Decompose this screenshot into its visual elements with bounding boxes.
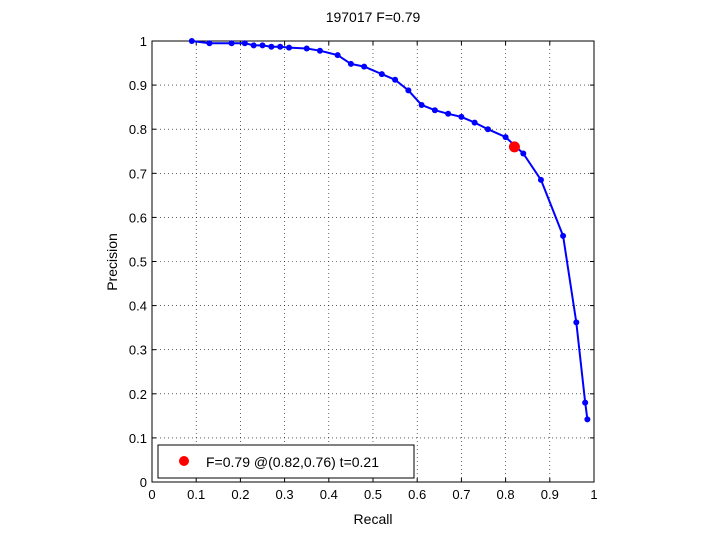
y-tick-label: 0 bbox=[140, 475, 147, 490]
data-point bbox=[582, 399, 589, 406]
data-point bbox=[502, 134, 509, 141]
data-point bbox=[378, 71, 385, 78]
data-point bbox=[250, 42, 257, 49]
data-point bbox=[268, 43, 275, 50]
data-point bbox=[431, 107, 438, 114]
data-point bbox=[418, 101, 425, 108]
data-point bbox=[471, 119, 478, 126]
data-point bbox=[361, 63, 368, 70]
grid-lines bbox=[152, 41, 594, 482]
y-tick-label: 0.3 bbox=[129, 343, 147, 358]
x-tick-label: 0.4 bbox=[320, 487, 338, 502]
data-point bbox=[277, 43, 284, 50]
x-tick-label: 0.1 bbox=[187, 487, 205, 502]
data-point bbox=[537, 176, 544, 183]
data-point bbox=[573, 319, 580, 326]
data-point bbox=[206, 40, 213, 47]
tick-labels: 0 0.1 0.2 0.3 0.4 0.5 0.6 0.7 0.8 0.9 1 0 0.1 0.2 0.3 0… bbox=[129, 34, 598, 502]
data-point bbox=[560, 232, 567, 239]
series-layer bbox=[188, 38, 591, 423]
data-point bbox=[316, 47, 323, 54]
x-tick-label: 0.2 bbox=[231, 487, 249, 502]
data-point bbox=[286, 44, 293, 51]
legend: F=0.79 @(0.82,0.76) t=0.21 bbox=[157, 444, 415, 479]
data-point bbox=[584, 416, 591, 423]
x-tick-label: 0.5 bbox=[364, 487, 382, 502]
y-tick-label: 0.1 bbox=[129, 431, 147, 446]
chart-title: 197017 F=0.79 bbox=[326, 9, 421, 25]
data-point bbox=[458, 113, 465, 120]
data-point bbox=[259, 42, 266, 49]
x-tick-label: 0.7 bbox=[452, 487, 470, 502]
data-point bbox=[405, 87, 412, 94]
x-tick-label: 1 bbox=[590, 487, 597, 502]
y-tick-label: 0.6 bbox=[129, 210, 147, 225]
data-point bbox=[347, 60, 354, 67]
y-tick-label: 0.5 bbox=[129, 255, 147, 270]
x-tick-label: 0.8 bbox=[497, 487, 515, 502]
y-tick-label: 0.8 bbox=[129, 122, 147, 137]
y-tick-label: 0.9 bbox=[129, 78, 147, 93]
y-tick-label: 1 bbox=[140, 34, 147, 49]
axis-ticks bbox=[151, 40, 595, 483]
y-tick-label: 0.2 bbox=[129, 387, 147, 402]
data-point bbox=[334, 52, 341, 59]
data-point bbox=[228, 40, 235, 47]
data-point bbox=[484, 126, 491, 133]
x-tick-label: 0 bbox=[148, 487, 155, 502]
y-tick-label: 0.7 bbox=[129, 166, 147, 181]
y-tick-label: 0.4 bbox=[129, 299, 147, 314]
data-point bbox=[445, 110, 452, 117]
x-tick-label: 0.6 bbox=[408, 487, 426, 502]
highlight-layer bbox=[508, 141, 520, 153]
x-axis-label: Recall bbox=[354, 511, 393, 527]
data-point bbox=[520, 150, 527, 157]
legend-box bbox=[157, 444, 415, 479]
legend-marker bbox=[179, 456, 189, 466]
x-tick-label: 0.3 bbox=[276, 487, 294, 502]
best-f-point bbox=[508, 141, 520, 153]
data-point bbox=[188, 38, 195, 44]
data-point bbox=[241, 40, 248, 47]
data-point bbox=[303, 45, 310, 52]
data-point bbox=[392, 76, 399, 83]
y-axis-label: Precision bbox=[104, 233, 120, 291]
legend-text: F=0.79 @(0.82,0.76) t=0.21 bbox=[206, 454, 379, 470]
x-tick-label: 0.9 bbox=[541, 487, 559, 502]
